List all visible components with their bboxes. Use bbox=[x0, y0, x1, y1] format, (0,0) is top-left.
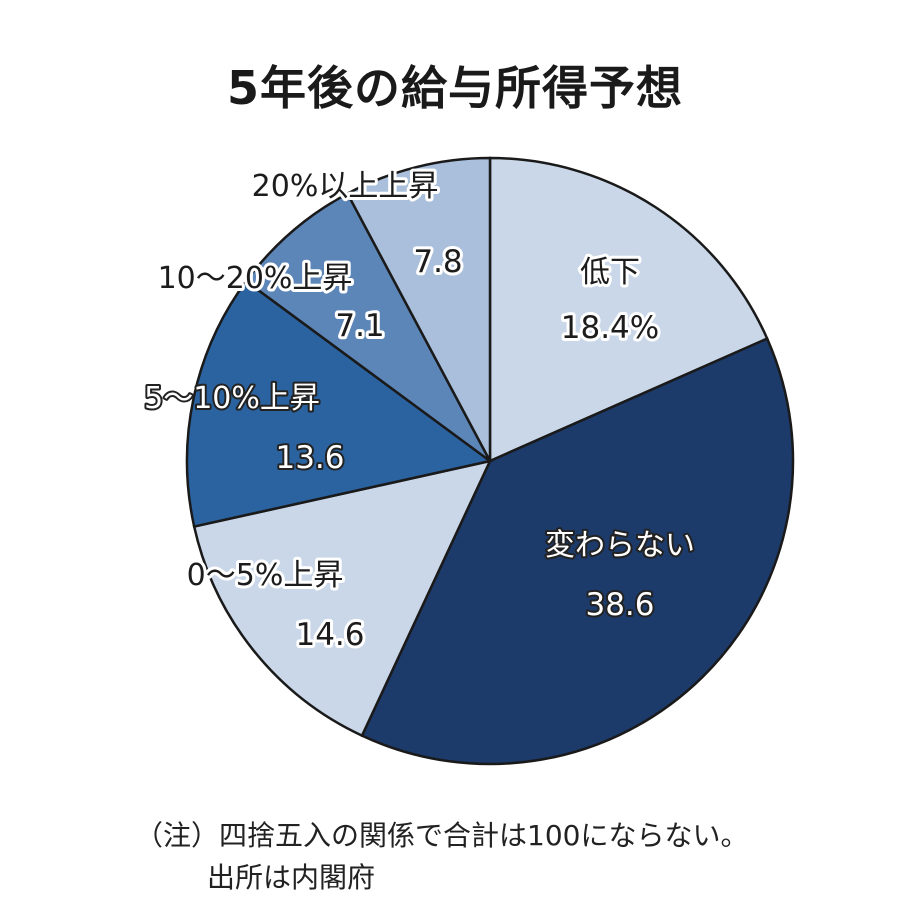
pie-labels: 低下 18.4% 変わらない 38.6 0～5%上昇 14.6 5～10%上昇 13.6 10～… bbox=[142, 166, 697, 656]
pie-slice bbox=[244, 191, 492, 463]
chart-title: 5年後の給与所得予想 bbox=[226, 61, 683, 115]
pie-slice bbox=[360, 336, 795, 766]
slice-value-label: 13.6 bbox=[275, 440, 344, 476]
slice-label: 変わらない bbox=[545, 528, 695, 563]
pie-slice bbox=[185, 279, 493, 529]
footnote-note: （注）四捨五入の関係で合計は100にならない。 bbox=[135, 819, 749, 852]
slice-label: 10～20%上昇 bbox=[158, 261, 353, 296]
pie-slices bbox=[185, 156, 795, 766]
footnote: （注）四捨五入の関係で合計は100にならない。 出所は内閣府 bbox=[135, 815, 748, 899]
slice-value-label: 7.8 bbox=[413, 244, 462, 280]
pie-chart: 低下 18.4% 変わらない 38.6 0～5%上昇 14.6 5～10%上昇 13.6 10～… bbox=[142, 156, 795, 766]
pie-slice bbox=[488, 156, 769, 463]
pie-slice bbox=[192, 459, 493, 738]
footnote-source: 出所は内閣府 bbox=[207, 861, 376, 894]
slice-value-label: 38.6 bbox=[585, 587, 654, 623]
slice-value-label: 7.1 bbox=[335, 308, 384, 344]
pie-slice bbox=[345, 156, 492, 462]
slice-value-label: 14.6 bbox=[295, 617, 364, 653]
slice-label: 5～10%上昇 bbox=[144, 381, 320, 416]
slice-label: 0～5%上昇 bbox=[187, 558, 344, 593]
slice-label: 20%以上上昇 bbox=[252, 169, 439, 204]
slice-label: 低下 bbox=[580, 255, 640, 290]
slice-value-label: 18.4% bbox=[561, 310, 659, 346]
